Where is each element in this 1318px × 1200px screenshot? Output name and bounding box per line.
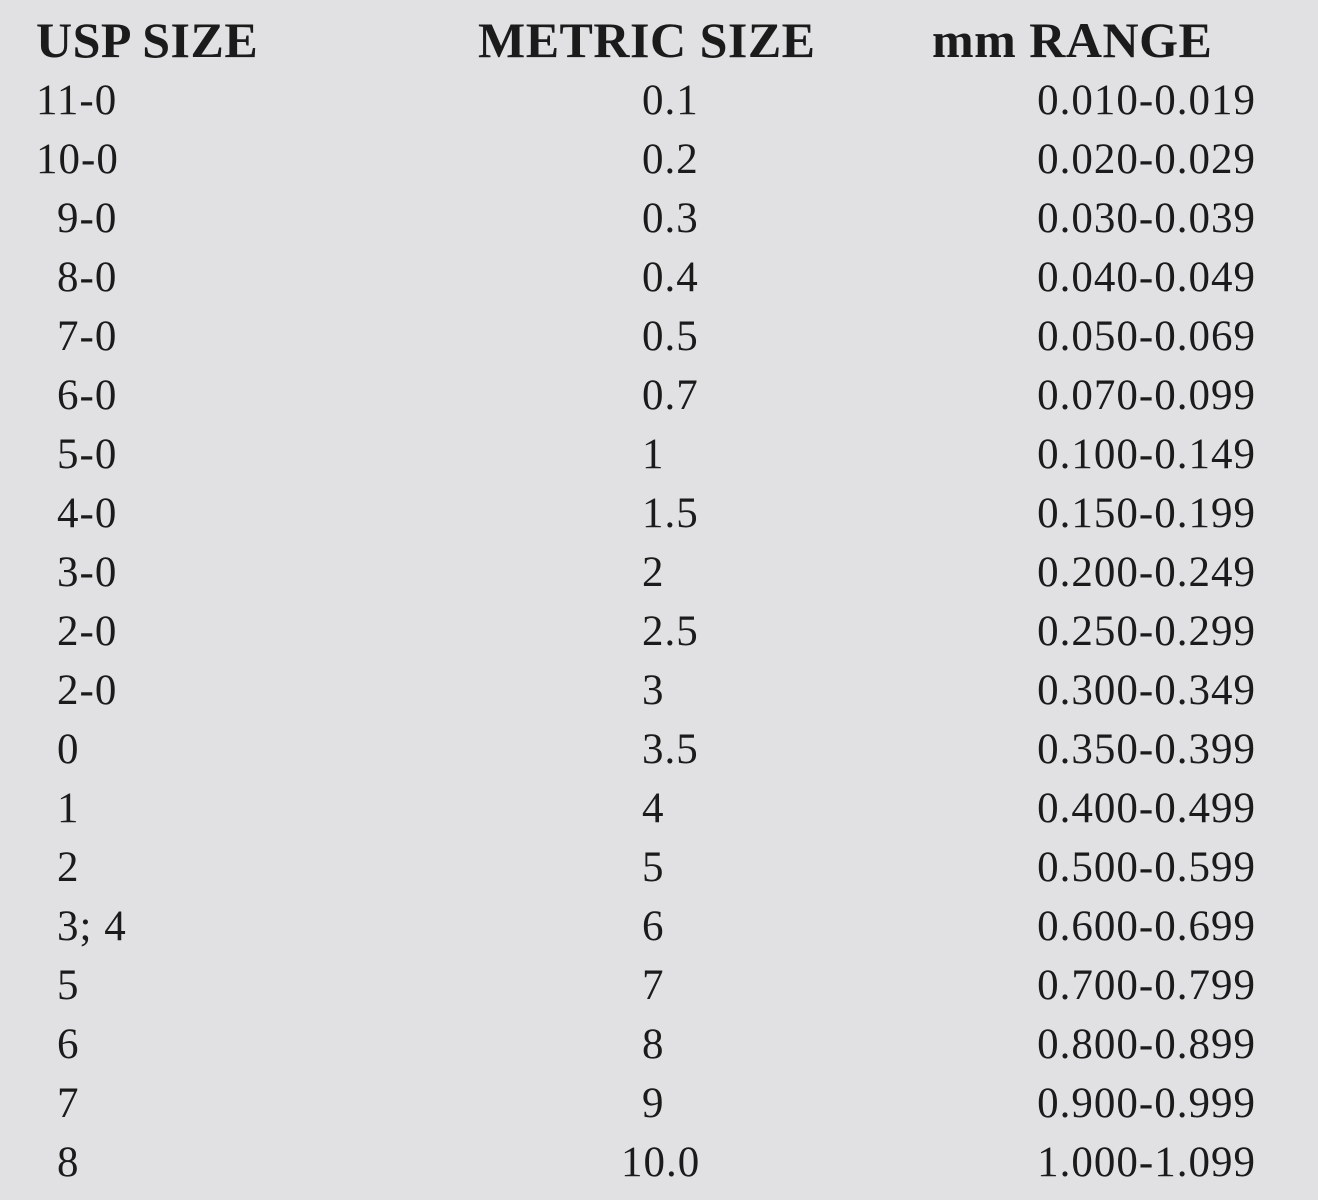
cell-mm-range: 0.600-0.699 xyxy=(1037,903,1256,950)
cell-metric-size: 2.5 xyxy=(642,608,699,655)
cell-mm-range: 0.300-0.349 xyxy=(1037,667,1256,714)
cell-usp-size: 3; 4 xyxy=(57,903,127,950)
cell-usp-size: 0 xyxy=(57,726,80,773)
cell-metric-size: 7 xyxy=(642,962,665,1009)
cell-usp-size: 8-0 xyxy=(57,254,118,301)
cell-mm-range: 0.700-0.799 xyxy=(1037,962,1256,1009)
cell-metric-size: 1.5 xyxy=(642,490,699,537)
cell-metric-size: 1 xyxy=(642,431,665,478)
cell-metric-size: 6 xyxy=(642,903,665,950)
cell-metric-size: 0.2 xyxy=(642,136,699,183)
cell-mm-range: 0.250-0.299 xyxy=(1037,608,1256,655)
cell-metric-size: 9 xyxy=(642,1080,665,1127)
cell-metric-size: 0.3 xyxy=(642,195,699,242)
header-mm-range: mm RANGE xyxy=(932,12,1213,68)
cell-metric-size: 0.4 xyxy=(642,254,699,301)
cell-mm-range: 1.000-1.099 xyxy=(1037,1139,1256,1186)
cell-mm-range: 0.900-0.999 xyxy=(1037,1080,1256,1127)
cell-usp-size: 6 xyxy=(57,1021,80,1068)
cell-usp-size: 11-0 xyxy=(36,77,118,124)
header-usp-size: USP SIZE xyxy=(36,12,259,68)
cell-metric-size: 8 xyxy=(642,1021,665,1068)
cell-usp-size: 10-0 xyxy=(36,136,119,183)
cell-metric-size: 0.7 xyxy=(642,372,699,419)
cell-metric-size: 3.5 xyxy=(642,726,699,773)
cell-metric-size: 10.0 xyxy=(621,1139,701,1186)
cell-usp-size: 6-0 xyxy=(57,372,118,419)
cell-mm-range: 0.040-0.049 xyxy=(1037,254,1256,301)
cell-usp-size: 3-0 xyxy=(57,549,118,596)
cell-usp-size: 4-0 xyxy=(57,490,118,537)
cell-usp-size: 2 xyxy=(57,844,80,891)
cell-usp-size: 8 xyxy=(57,1139,80,1186)
cell-metric-size: 0.5 xyxy=(642,313,699,360)
cell-usp-size: 1 xyxy=(57,785,80,832)
cell-metric-size: 5 xyxy=(642,844,665,891)
cell-metric-size: 0.1 xyxy=(642,77,699,124)
cell-metric-size: 3 xyxy=(642,667,665,714)
table-header: USP SIZE METRIC SIZE mm RANGE xyxy=(0,10,1318,74)
cell-mm-range: 0.010-0.019 xyxy=(1037,77,1256,124)
cell-metric-size: 4 xyxy=(642,785,665,832)
cell-mm-range: 0.150-0.199 xyxy=(1037,490,1256,537)
cell-mm-range: 0.050-0.069 xyxy=(1037,313,1256,360)
cell-mm-range: 0.400-0.499 xyxy=(1037,785,1256,832)
cell-metric-size: 2 xyxy=(642,549,665,596)
cell-usp-size: 7 xyxy=(57,1080,80,1127)
cell-usp-size: 7-0 xyxy=(57,313,118,360)
cell-usp-size: 9-0 xyxy=(57,195,118,242)
cell-mm-range: 0.800-0.899 xyxy=(1037,1021,1256,1068)
cell-mm-range: 0.070-0.099 xyxy=(1037,372,1256,419)
cell-usp-size: 5 xyxy=(57,962,80,1009)
cell-mm-range: 0.500-0.599 xyxy=(1037,844,1256,891)
cell-mm-range: 0.030-0.039 xyxy=(1037,195,1256,242)
header-metric-size: METRIC SIZE xyxy=(478,12,816,68)
cell-usp-size: 2-0 xyxy=(57,608,118,655)
cell-mm-range: 0.200-0.249 xyxy=(1037,549,1256,596)
cell-mm-range: 0.100-0.149 xyxy=(1037,431,1256,478)
cell-usp-size: 2-0 xyxy=(57,667,118,714)
cell-mm-range: 0.020-0.029 xyxy=(1037,136,1256,183)
cell-usp-size: 5-0 xyxy=(57,431,118,478)
cell-mm-range: 0.350-0.399 xyxy=(1037,726,1256,773)
